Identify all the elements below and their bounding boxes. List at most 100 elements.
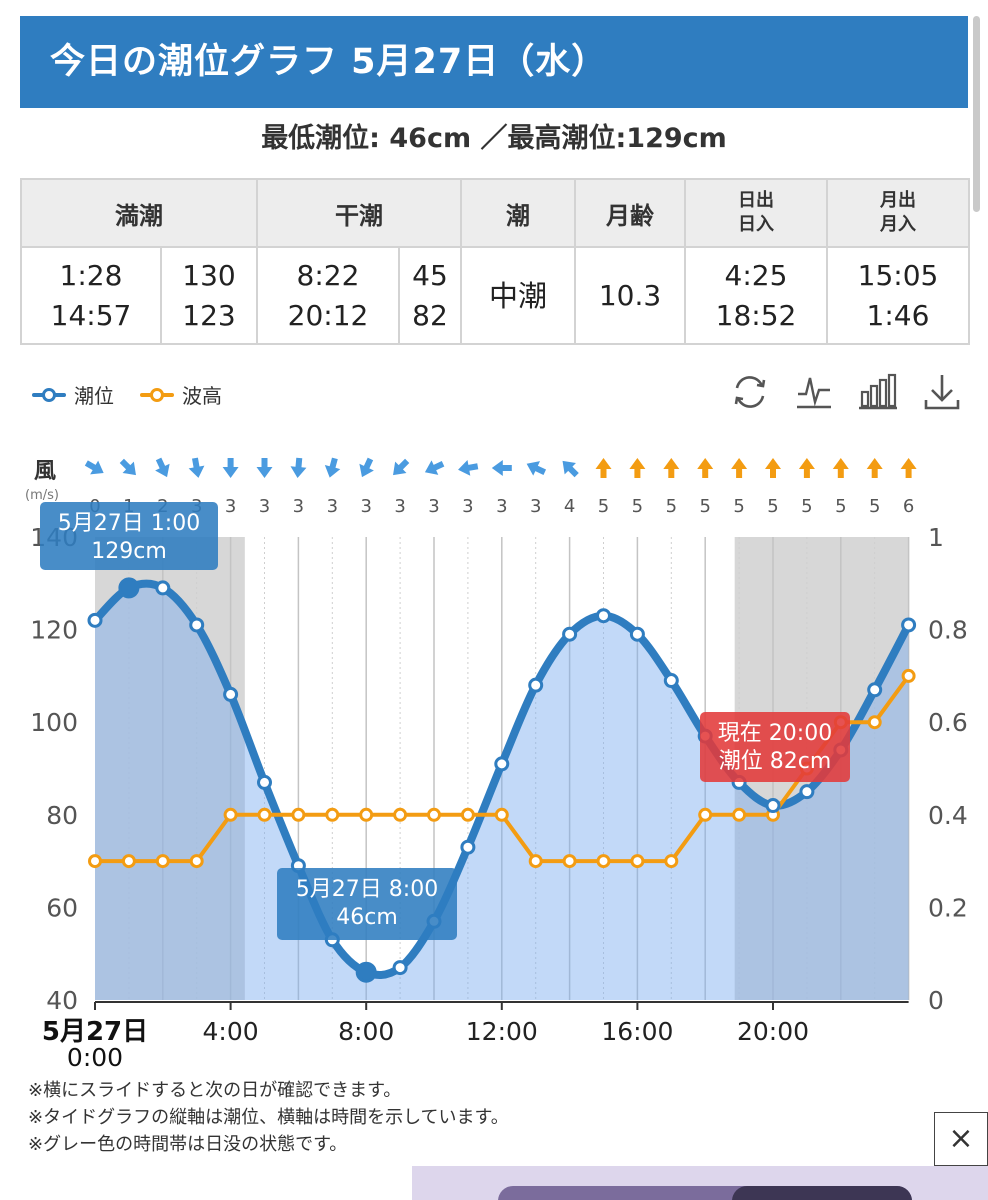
wave-point	[698, 807, 713, 822]
note-2: ※タイドグラフの縦軸は潮位、横軸は時間を示しています。	[28, 1107, 509, 1128]
tide-point	[663, 673, 679, 689]
wind-arrow-shape	[491, 460, 512, 476]
ad-pill-dark	[732, 1186, 912, 1200]
y-right-tick: 0.6	[928, 708, 968, 737]
wind-arrow-icon	[832, 458, 849, 478]
wind-speed-label: 5	[699, 496, 710, 517]
y-left-tick: 120	[30, 616, 78, 645]
wind-speed-label: 5	[666, 496, 677, 517]
x-tick-label: 12:00	[466, 1017, 538, 1046]
wind-arrow-shape	[629, 458, 646, 478]
wind-arrow-shape	[697, 458, 714, 478]
wave-point	[88, 854, 102, 869]
note-1: ※横にスライドすると次の日が確認できます。	[28, 1080, 402, 1101]
wind-arrow-icon	[155, 457, 170, 478]
wind-arrow-shape	[256, 458, 273, 478]
x-tick-label: 8:00	[338, 1017, 394, 1046]
low-time-1: 8:22	[296, 258, 360, 292]
wind-arrow-icon	[84, 460, 104, 475]
tide-point	[562, 626, 578, 642]
moonset-time: 1:46	[866, 298, 930, 332]
wind-arrow-shape	[155, 457, 170, 478]
high-time-2: 14:57	[50, 298, 132, 332]
wind-arrow-shape	[119, 458, 136, 476]
wave-point	[596, 854, 611, 869]
wind-arrow-icon	[866, 458, 883, 478]
header-low-tide: 干潮	[256, 178, 462, 248]
wind-arrow-shape	[798, 458, 815, 478]
wind-arrow-shape	[832, 458, 849, 478]
wind-arrow-shape	[290, 457, 307, 478]
legend-wave[interactable]: 波高	[140, 380, 222, 409]
callout-line2: 潮位 82cm	[719, 749, 832, 774]
wave-point	[460, 807, 475, 822]
wind-arrow-icon	[798, 458, 815, 478]
line-chart-icon[interactable]	[792, 370, 836, 414]
wind-speed-label: 5	[733, 496, 744, 517]
wave-point	[528, 854, 543, 869]
chart-legend: 潮位 波高	[32, 380, 248, 409]
x-date-label: 5月27日	[42, 1017, 148, 1047]
x-tick-label: 4:00	[203, 1017, 259, 1046]
wave-point	[630, 854, 645, 869]
tide-point	[867, 682, 883, 698]
legend-tide-label: 潮位	[74, 384, 114, 408]
legend-tide[interactable]: 潮位	[32, 380, 114, 409]
wind-arrow-shape	[324, 457, 341, 478]
sun-times: 4:25 18:52	[684, 246, 828, 345]
download-icon[interactable]	[920, 370, 964, 414]
wind-arrow-icon	[393, 458, 410, 476]
wind-arrow-shape	[595, 458, 612, 478]
wave-point	[223, 807, 238, 822]
high-level-1: 130	[182, 258, 236, 292]
wind-arrow-shape	[359, 457, 374, 478]
wind-arrow-shape	[731, 458, 748, 478]
refresh-icon[interactable]	[728, 370, 772, 414]
moon-age: 10.3	[574, 246, 686, 345]
wind-arrow-shape	[663, 458, 680, 478]
wind-speed-label: 5	[767, 496, 778, 517]
y-right-tick: 0.8	[928, 616, 968, 645]
wave-point	[359, 807, 374, 822]
close-ad-button[interactable]: ×	[934, 1112, 988, 1166]
notes: ※横にスライドすると次の日が確認できます。 ※タイドグラフの縦軸は潮位、横軸は時…	[28, 1077, 509, 1158]
header-sunset: 日入	[738, 214, 774, 235]
tide-point	[392, 960, 408, 976]
scrollbar[interactable]	[973, 16, 980, 212]
callout-line2: 129cm	[91, 539, 167, 564]
wind-arrow-shape	[526, 461, 547, 476]
y-left-tick: 80	[46, 801, 78, 830]
wave-point	[664, 854, 679, 869]
tide-point	[765, 798, 781, 814]
wind-arrow-icon	[697, 458, 714, 478]
wind-speed-label: 3	[360, 496, 371, 517]
tide-point	[118, 577, 140, 599]
wind-arrow-icon	[424, 460, 445, 475]
callout-line1: 5月27日 1:00	[58, 511, 200, 536]
wind-speed-label: 3	[394, 496, 405, 517]
tide-chart[interactable]: 4:008:0012:0016:0020:005月27日0:0014012010…	[0, 440, 988, 1080]
wind-arrow-shape	[222, 458, 239, 478]
ad-banner[interactable]	[412, 1166, 988, 1200]
wind-arrow-shape	[84, 460, 104, 475]
bar-chart-icon[interactable]	[856, 370, 900, 414]
callout-line1: 5月27日 8:00	[296, 877, 438, 902]
sunrise-time: 4:25	[724, 258, 788, 292]
low-level-1: 45	[412, 258, 448, 292]
wind-arrow-shape	[424, 460, 445, 475]
wind-arrow-icon	[458, 459, 479, 476]
tide-point	[460, 839, 476, 855]
wind-speed-label: 3	[259, 496, 270, 517]
wind-arrow-icon	[629, 458, 646, 478]
wind-arrow-shape	[866, 458, 883, 478]
note-3: ※グレー色の時間帯は日没の状態です。	[28, 1134, 348, 1155]
wind-arrow-icon	[290, 457, 307, 478]
wind-speed-label: 5	[835, 496, 846, 517]
callout-line1: 現在 20:00	[718, 721, 832, 746]
tide-point	[155, 580, 171, 596]
wave-point	[121, 854, 136, 869]
wind-speed-label: 5	[869, 496, 880, 517]
tide-point	[257, 774, 272, 790]
tide-point	[355, 961, 377, 983]
